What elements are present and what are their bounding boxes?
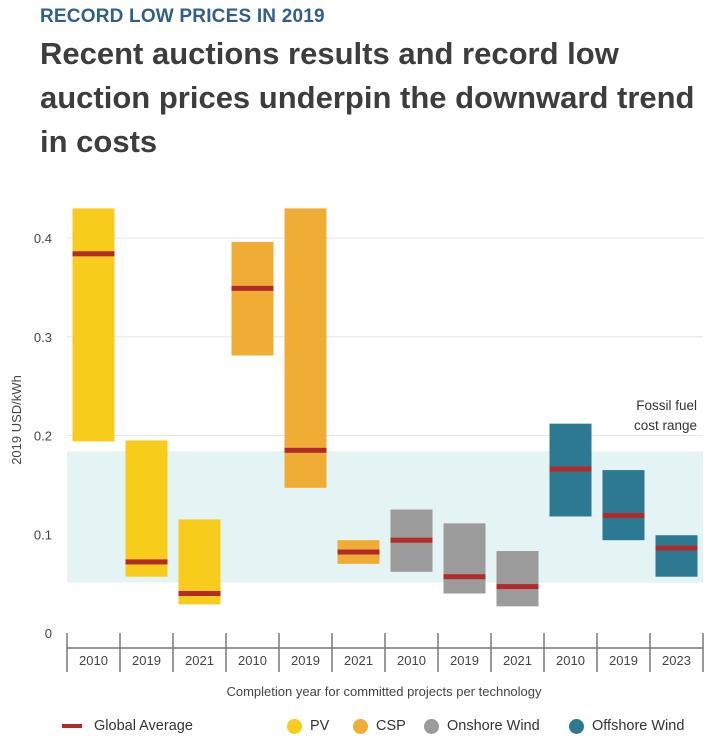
onshore-swatch xyxy=(424,718,439,734)
x-tick-label: 2019 xyxy=(291,653,320,668)
x-tick-label: 2010 xyxy=(556,653,585,668)
x-tick-label: 2019 xyxy=(450,653,479,668)
legend-item-offshore: Offshore Wind xyxy=(569,718,684,734)
legend-item-average: Global Average xyxy=(62,718,193,734)
x-axis-label: Completion year for committed projects p… xyxy=(226,684,542,699)
y-tick-label: 0.4 xyxy=(34,231,52,246)
legend-label-pv: PV xyxy=(310,718,330,734)
global-average-line xyxy=(443,574,486,580)
global-average-line xyxy=(602,512,645,518)
x-tick-label: 2010 xyxy=(79,653,108,668)
legend-label-offshore: Offshore Wind xyxy=(592,718,685,734)
legend-item-pv: PV xyxy=(287,718,329,734)
legend-label-csp: CSP xyxy=(376,718,406,734)
range-bar-csp-2010 xyxy=(231,241,274,356)
fossil-fuel-band xyxy=(67,451,703,583)
range-bar-pv-2010 xyxy=(72,208,115,442)
legend-label-onshore: Onshore Wind xyxy=(447,718,540,734)
x-tick-label: 2010 xyxy=(397,653,426,668)
legend-item-onshore: Onshore Wind xyxy=(424,718,540,734)
headline: Recent auctions results and record low a… xyxy=(40,36,695,159)
legend-label-average: Global Average xyxy=(94,718,193,734)
x-tick-label: 2019 xyxy=(609,653,638,668)
range-bar-csp-2019 xyxy=(284,208,327,488)
x-tick-label: 2021 xyxy=(344,653,373,668)
x-tick-label: 2023 xyxy=(662,653,691,668)
offshore-swatch xyxy=(569,718,584,734)
global-average-marker xyxy=(62,724,82,728)
pv-swatch xyxy=(287,718,302,734)
global-average-line xyxy=(496,584,539,590)
range-bar-offshore-2019 xyxy=(602,470,645,541)
fossil-fuel-label: cost range xyxy=(634,418,697,433)
range-bar-pv-2019 xyxy=(125,440,168,577)
x-tick-label: 2021 xyxy=(185,653,214,668)
y-axis-label: 2019 USD/kWh xyxy=(9,375,24,465)
x-tick-label: 2019 xyxy=(132,653,161,668)
global-average-line xyxy=(655,545,698,551)
range-bar-offshore-2023 xyxy=(655,535,698,577)
y-tick-label: 0.1 xyxy=(34,527,52,542)
global-average-line xyxy=(549,466,592,472)
csp-swatch xyxy=(353,718,368,734)
legend: Global Average PV CSP Onshore Wind Offsh… xyxy=(62,718,702,742)
global-average-line xyxy=(125,559,168,565)
range-bar-onshore-2021 xyxy=(496,551,539,607)
y-tick-label: 0 xyxy=(45,626,52,641)
global-average-line xyxy=(284,447,327,453)
global-average-line xyxy=(390,537,433,543)
global-average-line xyxy=(231,285,274,291)
global-average-line xyxy=(72,251,115,257)
x-tick-label: 2010 xyxy=(238,653,267,668)
kicker-label: RECORD LOW PRICES IN 2019 xyxy=(40,6,325,27)
global-average-line xyxy=(337,549,380,555)
y-tick-label: 0.2 xyxy=(34,429,52,444)
legend-item-csp: CSP xyxy=(353,718,406,734)
y-tick-label: 0.3 xyxy=(34,330,52,345)
global-average-line xyxy=(178,591,221,596)
range-bar-pv-2021 xyxy=(178,519,221,605)
fossil-fuel-label: Fossil fuel xyxy=(636,398,697,413)
x-tick-label: 2021 xyxy=(503,653,532,668)
range-bar-onshore-2019 xyxy=(443,523,486,594)
